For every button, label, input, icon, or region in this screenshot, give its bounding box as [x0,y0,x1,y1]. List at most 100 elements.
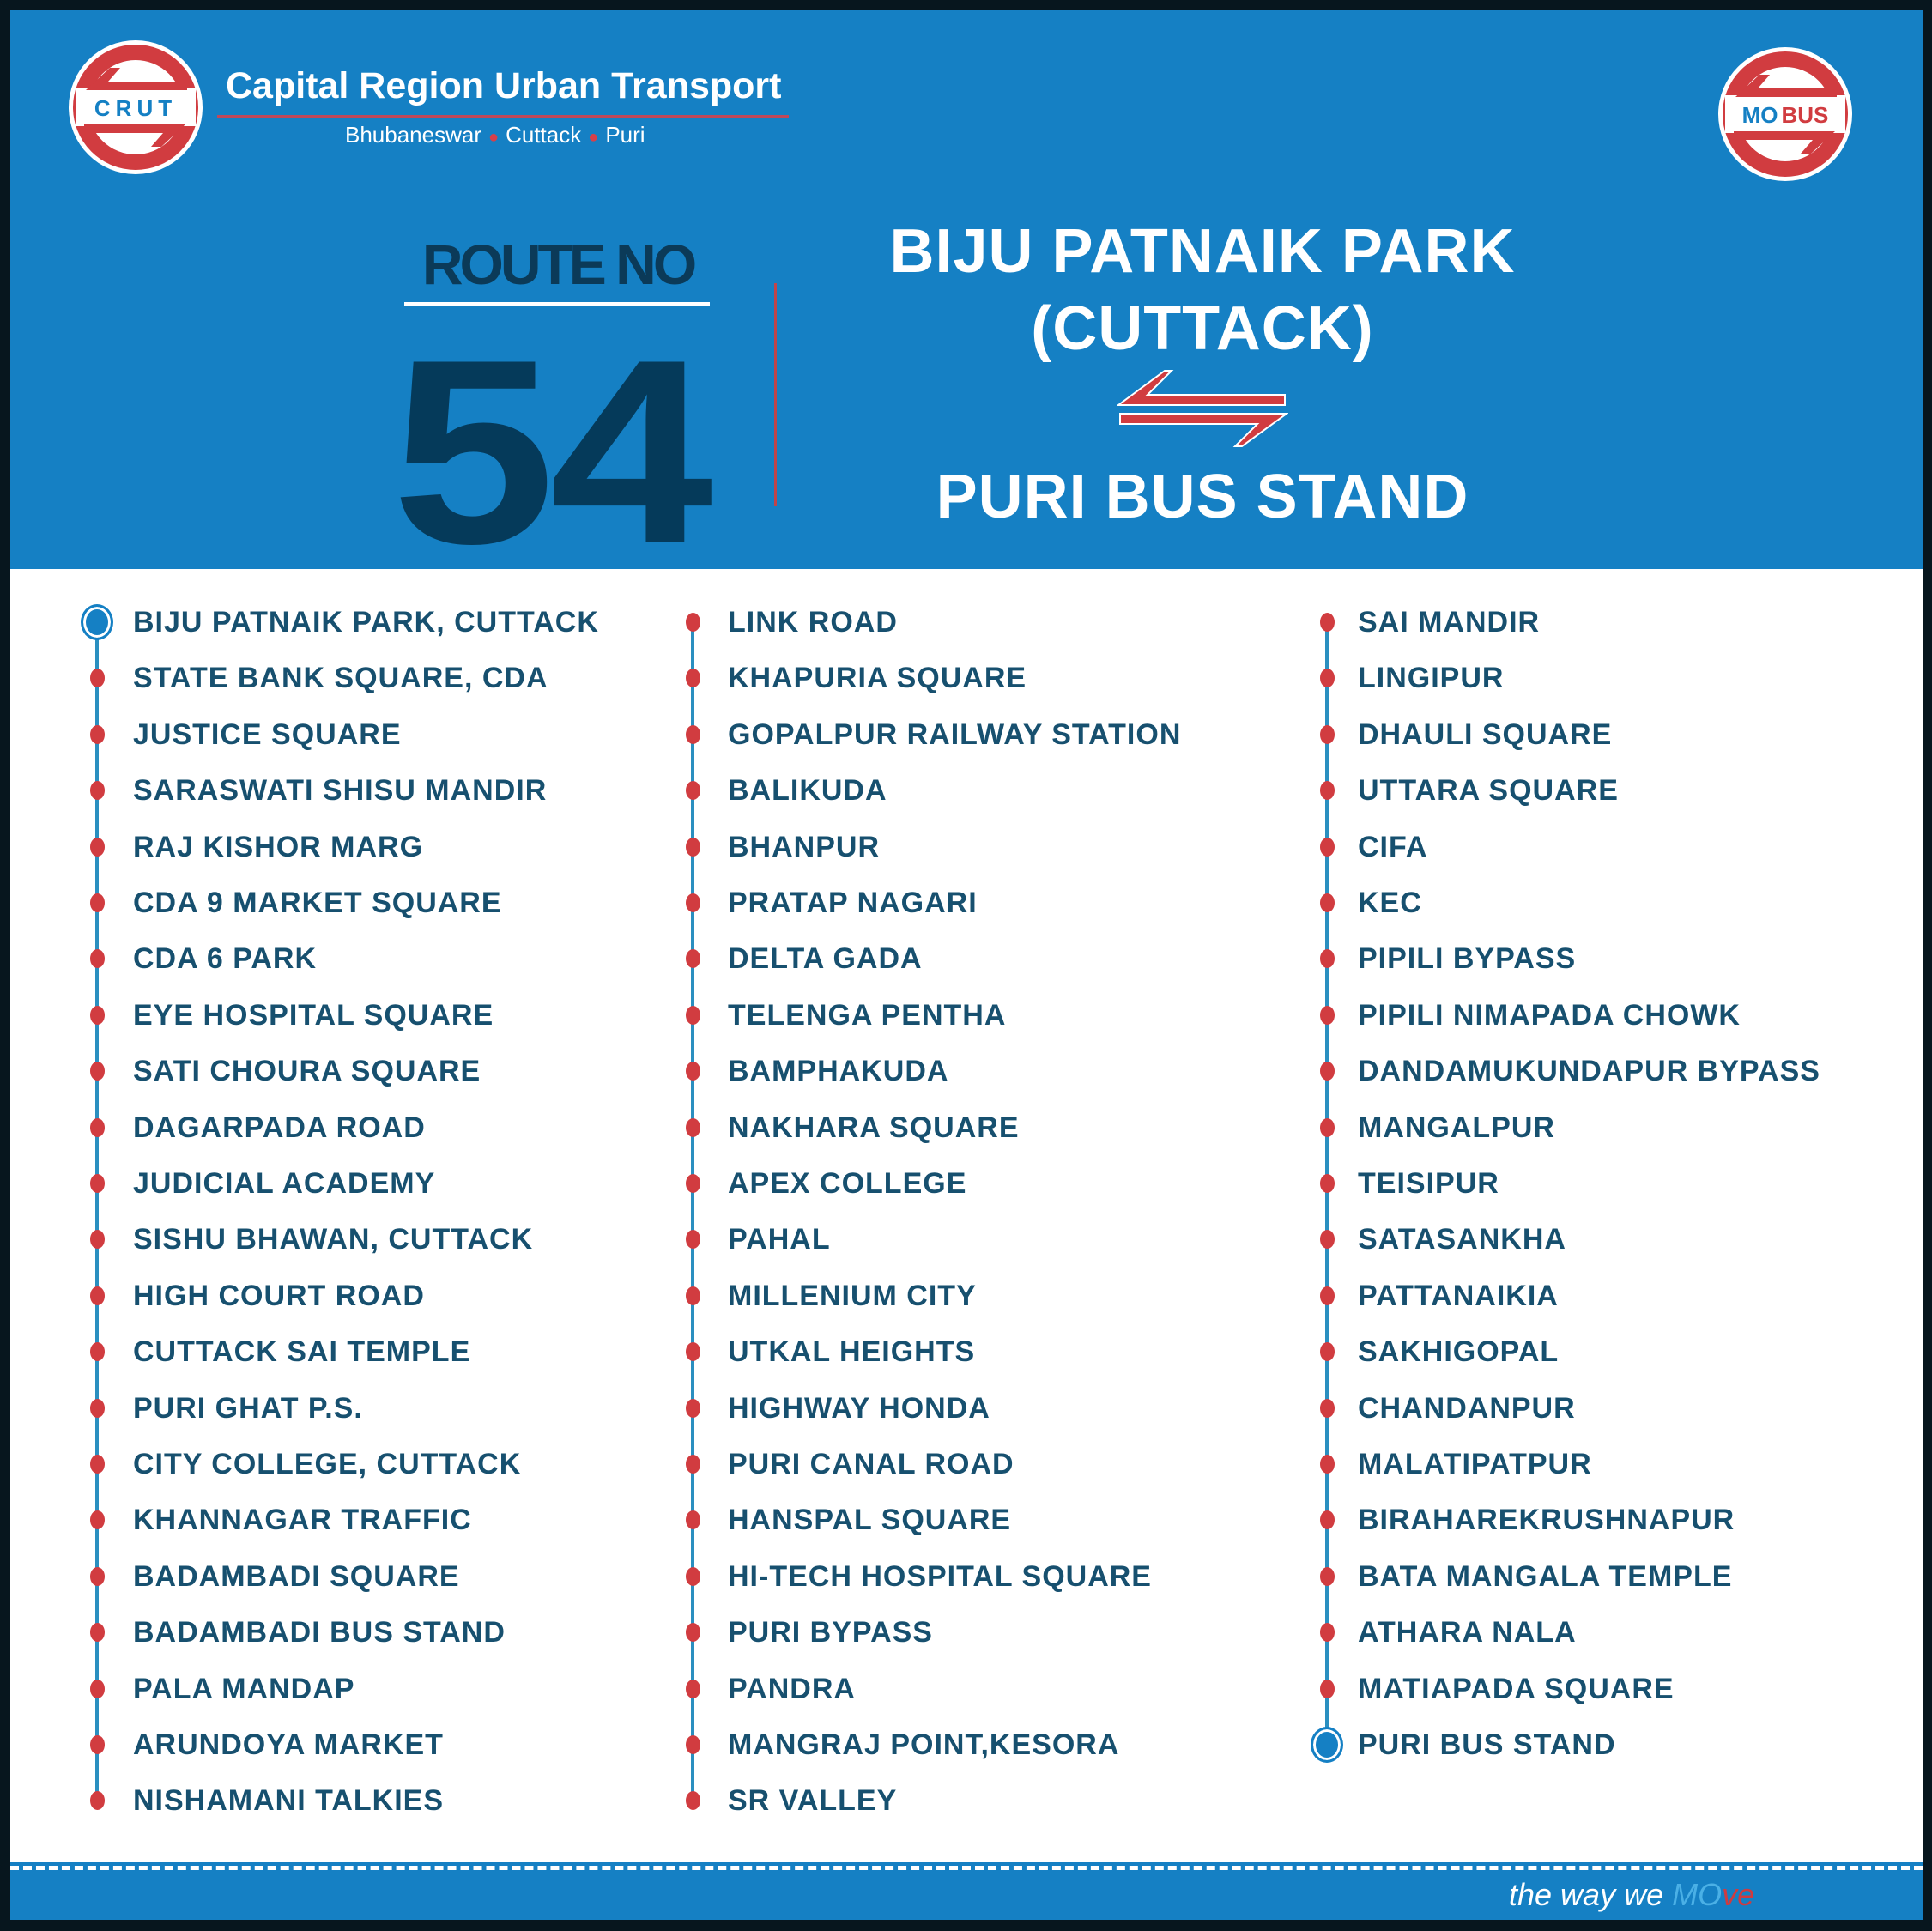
stop-dot-icon [1320,669,1335,688]
stop-name: KEC [1358,887,1422,919]
stop-name: JUDICIAL ACADEMY [133,1167,436,1200]
stop-name: BADAMBADI SQUARE [133,1559,460,1593]
stop-name: LINK ROAD [728,606,898,639]
stop-name: BIJU PATNAIK PARK, CUTTACK [133,606,599,639]
stop-name: MANGRAJ POINT,KESORA [728,1728,1120,1761]
stop-name: DELTA GADA [728,942,923,976]
terminal-stop-icon [81,604,113,640]
mobus-logo-bus: BUS [1781,102,1828,128]
tagline-text: the way we [1509,1877,1673,1912]
stop-dot-icon [1320,1230,1335,1250]
footer-banner [10,1862,1923,1920]
route-label: ROUTE NO [421,233,697,296]
separator-dot-icon: ● [588,128,599,147]
stop-name: BATA MANGALA TEMPLE [1358,1559,1733,1593]
stop-name: DANDAMUKUNDAPUR BYPASS [1358,1055,1820,1088]
stop-name: MILLENIUM CITY [728,1279,977,1312]
stop-name: SR VALLEY [728,1784,898,1818]
stop-name: SAI MANDIR [1358,606,1541,639]
stop-dot-icon [1320,1455,1335,1474]
stop-dot-icon [90,837,105,857]
stop-dot-icon [1320,1566,1335,1586]
stop-dot-icon [90,1679,105,1698]
city-bhubaneswar: Bhubaneswar [345,122,481,148]
stop-dot-icon [686,781,700,801]
stop-dot-icon [1320,1005,1335,1025]
stop-name: UTKAL HEIGHTS [728,1335,976,1369]
stop-name: STATE BANK SQUARE, CDA [133,662,548,695]
stops-panel [10,569,1923,1864]
stop-dot-icon [90,724,105,744]
stop-name: BAMPHAKUDA [728,1055,949,1088]
stop-dot-icon [1320,724,1335,744]
stop-name: CUTTACK SAI TEMPLE [133,1335,471,1369]
stop-dot-icon [90,1062,105,1081]
stop-dot-icon [686,1342,700,1362]
city-puri: Puri [605,122,645,148]
stop-dot-icon [686,1117,700,1137]
stop-dot-icon [90,1735,105,1754]
header-banner [10,10,1923,569]
bidirectional-arrows-icon [1117,370,1288,447]
stop-name: GOPALPUR RAILWAY STATION [728,717,1182,751]
stop-dot-icon [1320,1623,1335,1643]
stop-name: TEISIPUR [1358,1167,1499,1200]
stop-dot-icon [90,1342,105,1362]
stop-dot-icon [686,1174,700,1193]
stop-dot-icon [686,1510,700,1530]
city-cuttack: Cuttack [506,122,582,148]
org-name-underline [217,115,789,118]
stop-name: PURI BYPASS [728,1616,933,1650]
stop-name: SATI CHOURA SQUARE [133,1055,481,1088]
stop-name: NAKHARA SQUARE [728,1111,1020,1144]
stop-dot-icon [686,1398,700,1418]
stop-name: UTTARA SQUARE [1358,774,1619,808]
stop-dot-icon [1320,1174,1335,1193]
mobus-logo-mo: MO [1742,102,1778,128]
stop-dot-icon [686,613,700,632]
stop-name: PURI GHAT P.S. [133,1391,363,1425]
stop-dot-icon [686,1005,700,1025]
stop-dot-icon [1320,1398,1335,1418]
stop-name: MALATIPATPUR [1358,1448,1592,1480]
stop-name: PALA MANDAP [133,1672,355,1705]
stop-name: MATIAPADA SQUARE [1358,1672,1675,1705]
stop-dot-icon [686,1455,700,1474]
stop-name: MANGALPUR [1358,1111,1555,1144]
route-track-line [95,622,99,1801]
stop-name: NISHAMANI TALKIES [133,1784,445,1818]
stop-name: EYE HOSPITAL SQUARE [133,998,494,1032]
crut-logo-text: CRUT [94,95,177,121]
header-divider [774,283,777,506]
stop-name: CDA 6 PARK [133,942,318,976]
stop-dot-icon [1320,949,1335,969]
stop-name: HI-TECH HOSPITAL SQUARE [728,1559,1152,1593]
stop-dot-icon [90,1174,105,1193]
stop-name: PIPILI NIMAPADA CHOWK [1358,998,1741,1032]
stop-dot-icon [686,1230,700,1250]
stop-dot-icon [686,1062,700,1081]
stop-dot-icon [90,1623,105,1643]
stop-dot-icon [1320,781,1335,801]
stop-dot-icon [686,1566,700,1586]
stop-name: CIFA [1358,830,1428,863]
stop-name: ATHARA NALA [1358,1616,1577,1650]
separator-dot-icon: ● [488,128,500,147]
route-number: 54 [391,305,713,598]
stop-name: SISHU BHAWAN, CUTTACK [133,1223,534,1256]
stop-dot-icon [90,781,105,801]
stop-dot-icon [90,1455,105,1474]
stop-dot-icon [90,1117,105,1137]
crut-logo: CRUT [69,40,203,174]
stop-name: APEX COLLEGE [728,1167,967,1200]
stop-dot-icon [1320,1679,1335,1698]
stop-dot-icon [1320,1117,1335,1137]
origin-subtitle: (CUTTACK) [1031,294,1374,363]
stop-dot-icon [90,1791,105,1811]
stop-name: PRATAP NAGARI [728,887,978,919]
stop-dot-icon [1320,837,1335,857]
stop-name: CITY COLLEGE, CUTTACK [133,1448,522,1480]
stop-name: HANSPAL SQUARE [728,1504,1012,1537]
stop-name: DAGARPADA ROAD [133,1111,426,1144]
stop-name: SAKHIGOPAL [1358,1335,1560,1369]
